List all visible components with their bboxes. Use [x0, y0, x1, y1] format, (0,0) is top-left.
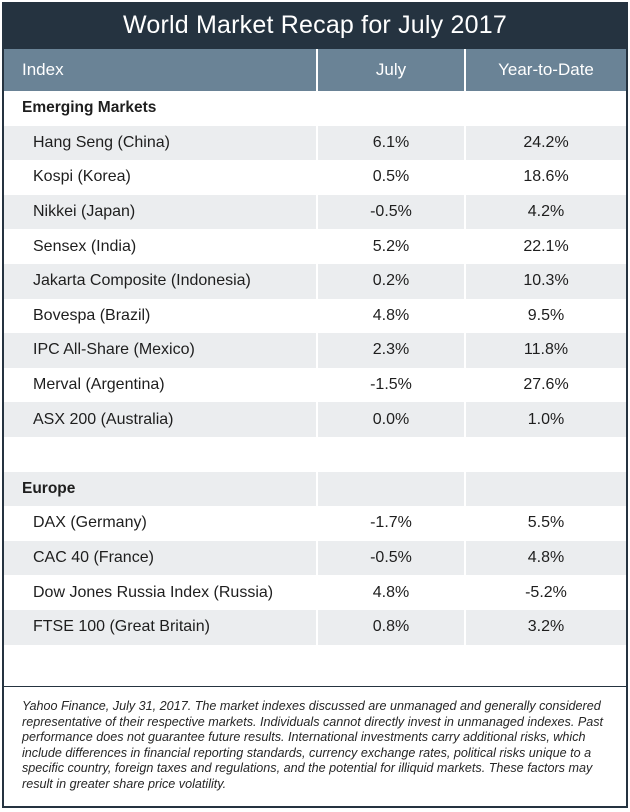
- empty-cell: [317, 91, 466, 126]
- section-header-row: Europe: [4, 471, 626, 507]
- july-return-cell: 6.1%: [317, 125, 466, 161]
- empty-cell: [4, 436, 318, 472]
- table-row: ASX 200 (Australia) 0.0% 1.0%: [4, 402, 626, 437]
- table-body: Emerging Markets Hang Seng (China) 6.1% 24.…: [4, 91, 626, 680]
- index-name-cell: CAC 40 (France): [4, 540, 318, 576]
- july-return-cell: -1.5%: [317, 367, 466, 403]
- ytd-return-cell: 4.2%: [465, 194, 626, 230]
- july-return-cell: 0.2%: [317, 263, 466, 299]
- table-row: Sensex (India) 5.2% 22.1%: [4, 229, 626, 264]
- july-return-cell: -1.7%: [317, 506, 466, 541]
- ytd-return-cell: 5.5%: [465, 506, 626, 541]
- market-table-container: Index July Year-to-Date Emerging Markets…: [4, 49, 626, 686]
- index-name-cell: Merval (Argentina): [4, 367, 318, 403]
- ytd-return-cell: 9.5%: [465, 298, 626, 334]
- table-row: IPC All-Share (Mexico) 2.3% 11.8%: [4, 333, 626, 368]
- empty-cell: [465, 471, 626, 507]
- table-row: Kospi (Korea) 0.5% 18.6%: [4, 160, 626, 195]
- disclaimer-footnote: Yahoo Finance, July 31, 2017. The market…: [4, 687, 626, 806]
- index-name-cell: Nikkei (Japan): [4, 194, 318, 230]
- empty-cell: [317, 436, 466, 472]
- table-row: Jakarta Composite (Indonesia) 0.2% 10.3%: [4, 263, 626, 299]
- column-header-index: Index: [4, 49, 318, 91]
- section-header: Europe: [4, 471, 318, 507]
- july-return-cell: 4.8%: [317, 298, 466, 334]
- page-title: World Market Recap for July 2017: [123, 11, 507, 39]
- ytd-return-cell: 4.8%: [465, 540, 626, 576]
- ytd-return-cell: -5.2%: [465, 575, 626, 610]
- section-header: Emerging Markets: [4, 91, 318, 126]
- ytd-return-cell: 10.3%: [465, 263, 626, 299]
- spacer-row: [4, 644, 626, 680]
- july-return-cell: -0.5%: [317, 540, 466, 576]
- july-return-cell: 4.8%: [317, 575, 466, 610]
- ytd-return-cell: 1.0%: [465, 402, 626, 437]
- july-return-cell: 2.3%: [317, 333, 466, 368]
- index-name-cell: Bovespa (Brazil): [4, 298, 318, 334]
- table-row: FTSE 100 (Great Britain) 0.8% 3.2%: [4, 609, 626, 645]
- ytd-return-cell: 27.6%: [465, 367, 626, 403]
- market-table: Index July Year-to-Date Emerging Markets…: [4, 49, 626, 680]
- column-header-july: July: [317, 49, 466, 91]
- table-row: Bovespa (Brazil) 4.8% 9.5%: [4, 298, 626, 334]
- index-name-cell: DAX (Germany): [4, 506, 318, 541]
- empty-cell: [317, 471, 466, 507]
- july-return-cell: 5.2%: [317, 229, 466, 264]
- table-row: CAC 40 (France) -0.5% 4.8%: [4, 540, 626, 576]
- index-name-cell: Hang Seng (China): [4, 125, 318, 161]
- table-row: Hang Seng (China) 6.1% 24.2%: [4, 125, 626, 161]
- empty-cell: [465, 91, 626, 126]
- table-header-row: Index July Year-to-Date: [4, 49, 626, 91]
- ytd-return-cell: 24.2%: [465, 125, 626, 161]
- table-row: DAX (Germany) -1.7% 5.5%: [4, 506, 626, 541]
- july-return-cell: 0.0%: [317, 402, 466, 437]
- index-name-cell: Kospi (Korea): [4, 160, 318, 195]
- spacer-row: [4, 436, 626, 472]
- index-name-cell: Jakarta Composite (Indonesia): [4, 263, 318, 299]
- ytd-return-cell: 3.2%: [465, 609, 626, 645]
- july-return-cell: -0.5%: [317, 194, 466, 230]
- index-name-cell: Dow Jones Russia Index (Russia): [4, 575, 318, 610]
- table-row: Nikkei (Japan) -0.5% 4.2%: [4, 194, 626, 230]
- ytd-return-cell: 11.8%: [465, 333, 626, 368]
- index-name-cell: IPC All-Share (Mexico): [4, 333, 318, 368]
- empty-cell: [465, 436, 626, 472]
- july-return-cell: 0.8%: [317, 609, 466, 645]
- empty-cell: [317, 644, 466, 680]
- section-header-row: Emerging Markets: [4, 91, 626, 126]
- index-name-cell: FTSE 100 (Great Britain): [4, 609, 318, 645]
- table-row: Merval (Argentina) -1.5% 27.6%: [4, 367, 626, 403]
- index-name-cell: ASX 200 (Australia): [4, 402, 318, 437]
- ytd-return-cell: 22.1%: [465, 229, 626, 264]
- table-row: Dow Jones Russia Index (Russia) 4.8% -5.2%: [4, 575, 626, 610]
- index-name-cell: Sensex (India): [4, 229, 318, 264]
- ytd-return-cell: 18.6%: [465, 160, 626, 195]
- empty-cell: [465, 644, 626, 680]
- july-return-cell: 0.5%: [317, 160, 466, 195]
- column-header-ytd: Year-to-Date: [465, 49, 626, 91]
- empty-cell: [4, 644, 318, 680]
